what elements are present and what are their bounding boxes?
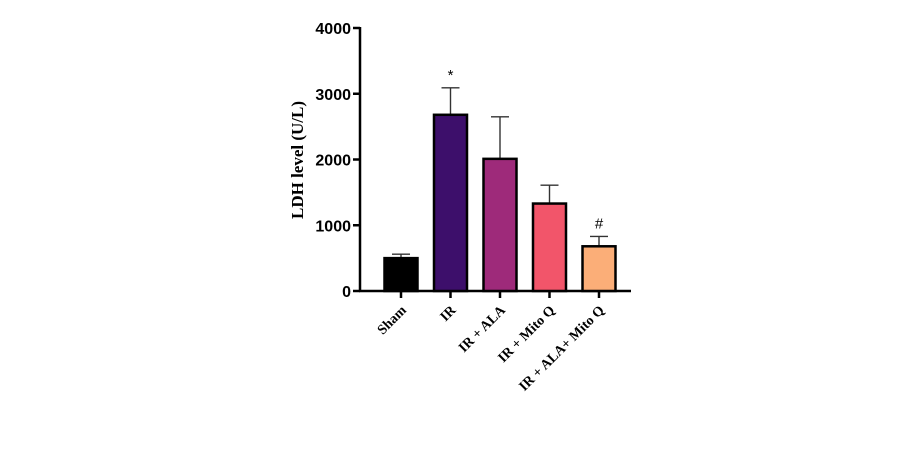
y-axis-label: LDH level (U/L) <box>288 101 307 219</box>
bar <box>383 256 419 293</box>
y-tick-label: 1000 <box>315 218 351 235</box>
significance-marker: * <box>448 67 454 84</box>
y-tick-label: 0 <box>342 284 351 301</box>
y-tick-label: 2000 <box>315 153 351 170</box>
significance-marker: # <box>595 215 604 232</box>
x-category-label: IR <box>438 303 460 325</box>
x-category-label: Sham <box>375 303 410 338</box>
bar <box>432 113 469 293</box>
bar <box>482 157 518 293</box>
y-tick-label: 3000 <box>315 87 351 104</box>
y-tick-label: 4000 <box>315 21 351 38</box>
bar <box>581 245 617 293</box>
bar <box>531 202 568 293</box>
x-category-label: IR + ALA+ Mito Q <box>517 303 608 394</box>
x-category-label: IR + ALA <box>456 303 509 356</box>
